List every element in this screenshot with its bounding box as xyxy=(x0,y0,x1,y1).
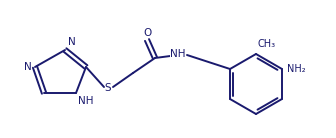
Text: NH₂: NH₂ xyxy=(287,64,306,74)
Text: N: N xyxy=(68,37,76,47)
Text: O: O xyxy=(143,28,151,38)
Text: NH: NH xyxy=(170,49,186,59)
Text: S: S xyxy=(105,83,111,93)
Text: N: N xyxy=(24,62,32,72)
Text: NH: NH xyxy=(78,96,93,106)
Text: CH₃: CH₃ xyxy=(258,39,276,49)
